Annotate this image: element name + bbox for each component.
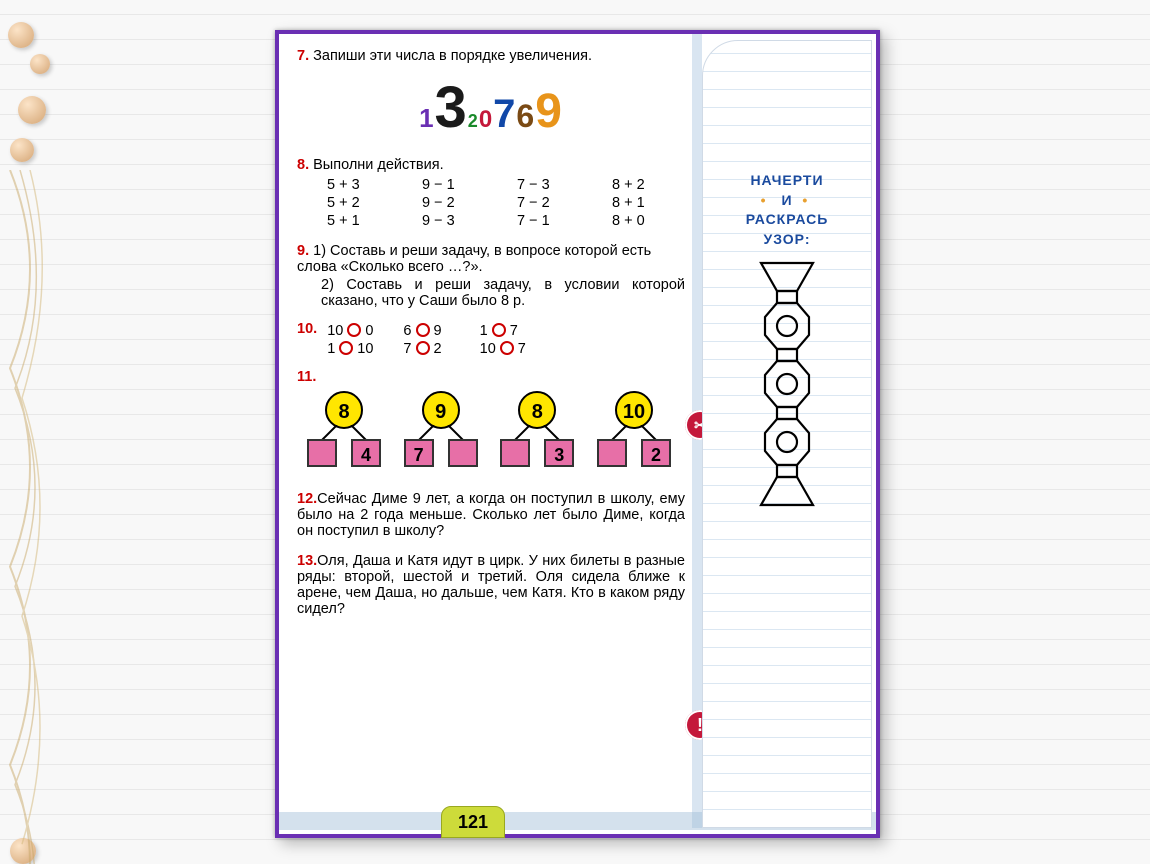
arithmetic-cell: 8 + 2 (612, 177, 685, 193)
bead-decoration (8, 22, 34, 48)
compare-circle-icon (347, 323, 361, 337)
compare-cell: 69 (403, 323, 449, 339)
task-11: 11. 849783102 (297, 369, 685, 469)
sidebar-line: И (781, 192, 792, 208)
task-number: 10. (297, 321, 317, 337)
task-9: 9. 1) Составь и реши задачу, в вопросе к… (297, 243, 685, 309)
bond-left: 7 (404, 439, 434, 467)
task-text: 1) Составь и реши задачу, в вопросе кото… (297, 243, 651, 275)
number-bond-row: 849783102 (297, 391, 685, 469)
pattern-diagram (751, 261, 823, 536)
dots-decoration: • (761, 192, 782, 208)
sidebar-line: РАСКРАСЬ (703, 210, 871, 230)
bond-right: 4 (351, 439, 381, 467)
page-content: 7. Запиши эти числа в порядке увеличения… (297, 48, 685, 828)
bead-decoration (18, 96, 46, 124)
sidebar-panel: НАЧЕРТИ • И • РАСКРАСЬ УЗОР: (702, 40, 872, 828)
compare-circle-icon (416, 341, 430, 355)
arithmetic-cell: 5 + 3 (327, 177, 400, 193)
bead-decoration (10, 138, 34, 162)
bead-decoration (30, 54, 50, 74)
bond-left (597, 439, 627, 467)
arithmetic-cell: 9 − 1 (422, 177, 495, 193)
bond-top: 8 (518, 391, 556, 429)
arithmetic-cell: 5 + 2 (327, 195, 400, 211)
compare-circle-icon (500, 341, 514, 355)
task-number: 7. (297, 48, 309, 64)
task-number: 8. (297, 157, 309, 173)
compare-cell: 72 (403, 341, 449, 357)
task-text: Оля, Даша и Катя идут в цирк. У них биле… (297, 553, 685, 617)
task-13: 13.Оля, Даша и Катя идут в цирк. У них б… (297, 553, 685, 617)
task-number: 9. (297, 243, 309, 259)
compare-cell: 110 (327, 341, 373, 357)
fancy-digit: 3 (435, 74, 468, 141)
arithmetic-cell: 8 + 1 (612, 195, 685, 211)
sidebar-title: НАЧЕРТИ • И • РАСКРАСЬ УЗОР: (703, 171, 871, 249)
fancy-digit: 7 (493, 92, 516, 137)
fancy-digit: 1 (419, 103, 434, 134)
bond-top: 9 (422, 391, 460, 429)
bond-left (500, 439, 530, 467)
task-12: 12.Сейчас Диме 9 лет, а когда он поступи… (297, 491, 685, 539)
compare-circle-icon (416, 323, 430, 337)
number-bond: 83 (494, 391, 580, 469)
arithmetic-cell: 7 − 2 (517, 195, 590, 211)
sidebar-line: УЗОР: (703, 230, 871, 250)
arithmetic-cell: 8 + 0 (612, 213, 685, 229)
compare-cell: 100 (327, 323, 373, 339)
number-sequence: 1320769 (297, 74, 685, 141)
compare-circle-icon (339, 341, 353, 355)
task-text: Выполни действия. (313, 157, 444, 173)
textbook-page: 7. Запиши эти числа в порядке увеличения… (275, 30, 880, 838)
fancy-digit: 9 (535, 84, 563, 139)
task-7: 7. Запиши эти числа в порядке увеличения… (297, 48, 685, 141)
fancy-digit: 2 (468, 111, 479, 132)
arithmetic-cell: 5 + 1 (327, 213, 400, 229)
task-10: 10. 100 69 17 110 72 107 (297, 321, 685, 357)
bond-right (448, 439, 478, 467)
bond-right: 3 (544, 439, 574, 467)
arithmetic-cell: 7 − 3 (517, 177, 590, 193)
number-bond: 84 (301, 391, 387, 469)
page-number-tab: 121 (441, 806, 505, 838)
number-bond: 97 (398, 391, 484, 469)
task-number: 11. (297, 369, 316, 385)
task-text: Сейчас Диме 9 лет, а когда он поступил в… (297, 491, 685, 539)
number-bond: 102 (591, 391, 677, 469)
arithmetic-cell: 7 − 1 (517, 213, 590, 229)
arithmetic-cell: 9 − 3 (422, 213, 495, 229)
bond-right: 2 (641, 439, 671, 467)
arithmetic-grid: 5 + 3 9 − 1 7 − 3 8 + 2 5 + 2 9 − 2 7 − 2 8 + 1… (297, 177, 685, 229)
compare-cell: 107 (480, 341, 526, 357)
task-text: 2) Составь и реши задачу, в условии ко­т… (297, 277, 685, 309)
compare-circle-icon (492, 323, 506, 337)
bond-top: 8 (325, 391, 363, 429)
task-number: 13. (297, 553, 317, 569)
task-text: Запиши эти числа в порядке увеличения. (313, 48, 592, 64)
compare-grid: 100 69 17 110 72 107 (321, 323, 526, 357)
task-number: 12. (297, 491, 317, 507)
wave-decoration (0, 170, 60, 864)
fancy-digit: 0 (479, 106, 493, 134)
sidebar-line: НАЧЕРТИ (703, 171, 871, 191)
arithmetic-cell: 9 − 2 (422, 195, 495, 211)
bond-left (307, 439, 337, 467)
task-8: 8. Выполни действия. 5 + 3 9 − 1 7 − 3 8 + … (297, 157, 685, 229)
fancy-digit: 6 (516, 98, 535, 135)
bond-top: 10 (615, 391, 653, 429)
dots-decoration: • (793, 192, 814, 208)
compare-cell: 17 (480, 323, 526, 339)
